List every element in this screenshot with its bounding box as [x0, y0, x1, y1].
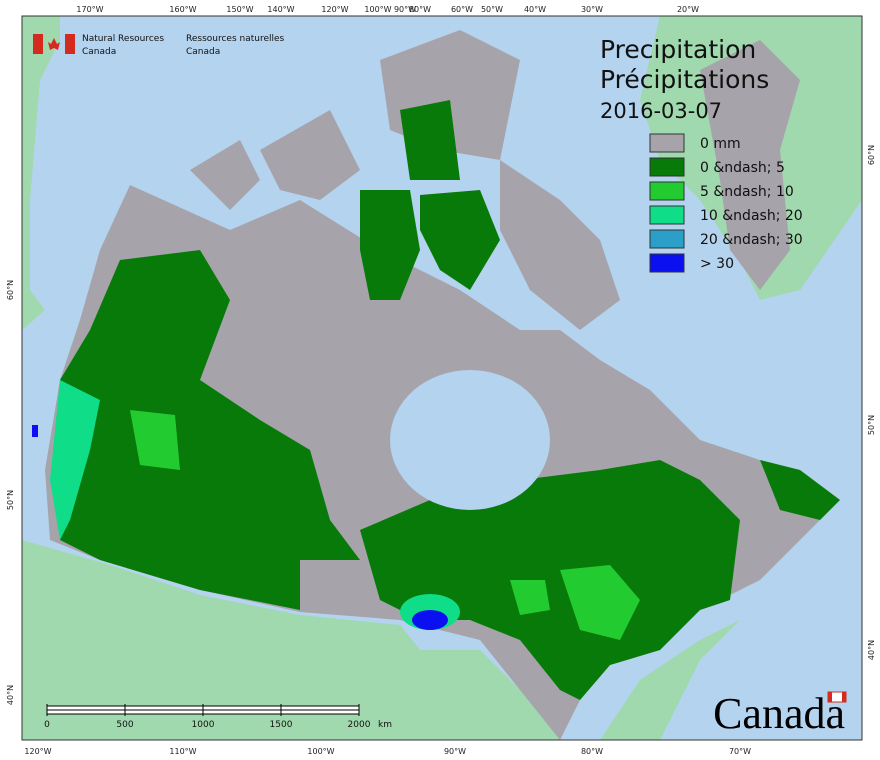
lat-label: 50°N [867, 415, 876, 435]
legend-swatch [649, 133, 685, 153]
scale-label: 1500 [270, 720, 293, 730]
title: Précipitations [600, 65, 769, 94]
greenland-ice [700, 40, 800, 290]
precip-arctic [360, 190, 420, 300]
lon-label: 60°W [451, 5, 473, 14]
map [22, 16, 862, 740]
maple-leaf [48, 38, 60, 50]
legend-swatch [649, 229, 685, 249]
lat-label: 60°N [6, 280, 15, 300]
legend-swatch [649, 157, 685, 177]
alaska [22, 16, 60, 330]
lat-label: 50°N [6, 490, 15, 510]
department: Canada [82, 47, 116, 57]
graticule-labels: 170°W 160°W 150°W 140°W 120°W 100°W 90°W80°W 60… [6, 5, 876, 756]
lon-label: 150°W [226, 5, 253, 14]
precip-coast [50, 380, 100, 540]
lon-label: 120°W [321, 5, 348, 14]
scale-label: 2000 [348, 720, 371, 730]
scale-unit: km [378, 720, 392, 730]
map-frame [21, 15, 863, 741]
precip-east [360, 460, 740, 700]
scale-label: 500 [116, 720, 133, 730]
lon-label: 90°W [444, 747, 466, 756]
lon-label: 80°W [409, 5, 431, 14]
lon-label: 160°W [169, 5, 196, 14]
lon-label: 50°W [481, 5, 503, 14]
precip-arctic [400, 100, 460, 180]
department: Canada [186, 47, 220, 57]
scale-label: 1000 [192, 720, 215, 730]
scale-label: 0 [44, 720, 50, 730]
lon-label: 120°W [24, 747, 51, 756]
legend-label: 10 &ndash; 20 [700, 208, 803, 224]
legend-label: 5 &ndash; 10 [700, 184, 794, 200]
legend-swatch [649, 181, 685, 201]
legend-label: 20 &ndash; 30 [700, 232, 803, 248]
lon-label: 170°W [76, 5, 103, 14]
header: Natural Resources Canada Ressources natu… [33, 34, 285, 57]
legend: 0 mm 0 &ndash; 5 5 &ndash; 10 10 &ndash; 20… [649, 133, 803, 273]
legend-label: > 30 [700, 256, 734, 272]
lon-label: 140°W [267, 5, 294, 14]
usa-east [600, 600, 760, 740]
lon-label: 80°W [581, 747, 603, 756]
precip-max [32, 425, 38, 437]
legend-swatch [649, 253, 685, 273]
date: 2016-03-07 [600, 99, 722, 123]
department: Natural Resources [82, 34, 164, 44]
precip-quebec [560, 565, 640, 640]
lon-label: 100°W [364, 5, 391, 14]
wordmark: Canada [713, 689, 845, 738]
lon-label: 40°W [524, 5, 546, 14]
usa [22, 540, 560, 740]
hudson-bay [390, 370, 550, 510]
wordmark-flag [828, 692, 832, 702]
flag-bar [65, 34, 75, 54]
legend-swatch [649, 205, 685, 225]
arctic-island [190, 140, 260, 210]
lat-label: 60°N [867, 145, 876, 165]
precip-quebec [510, 580, 550, 615]
baffin-island [500, 160, 620, 330]
lon-label: 100°W [307, 747, 334, 756]
lon-label: 20°W [677, 5, 699, 14]
precip-labrador [760, 460, 840, 520]
precip-west [60, 250, 360, 610]
lon-label: 90°W [394, 5, 416, 14]
precip-max [412, 610, 448, 630]
legend-label: 0 &ndash; 5 [700, 160, 785, 176]
lon-label: 110°W [169, 747, 196, 756]
department: Ressources naturelles [186, 34, 285, 44]
arctic-island [260, 110, 360, 200]
wordmark-flag [842, 692, 846, 702]
lon-label: 30°W [581, 5, 603, 14]
lon-label: 70°W [729, 747, 751, 756]
legend-label: 0 mm [700, 136, 741, 152]
lat-label: 40°N [867, 640, 876, 660]
lat-label: 40°N [6, 685, 15, 705]
precip-arctic [420, 190, 500, 290]
flag-bar [33, 34, 43, 54]
scale-bar: 0 500 1000 1500 2000 km [44, 704, 392, 730]
title: Precipitation [600, 35, 756, 64]
precip-prairie [130, 410, 180, 470]
